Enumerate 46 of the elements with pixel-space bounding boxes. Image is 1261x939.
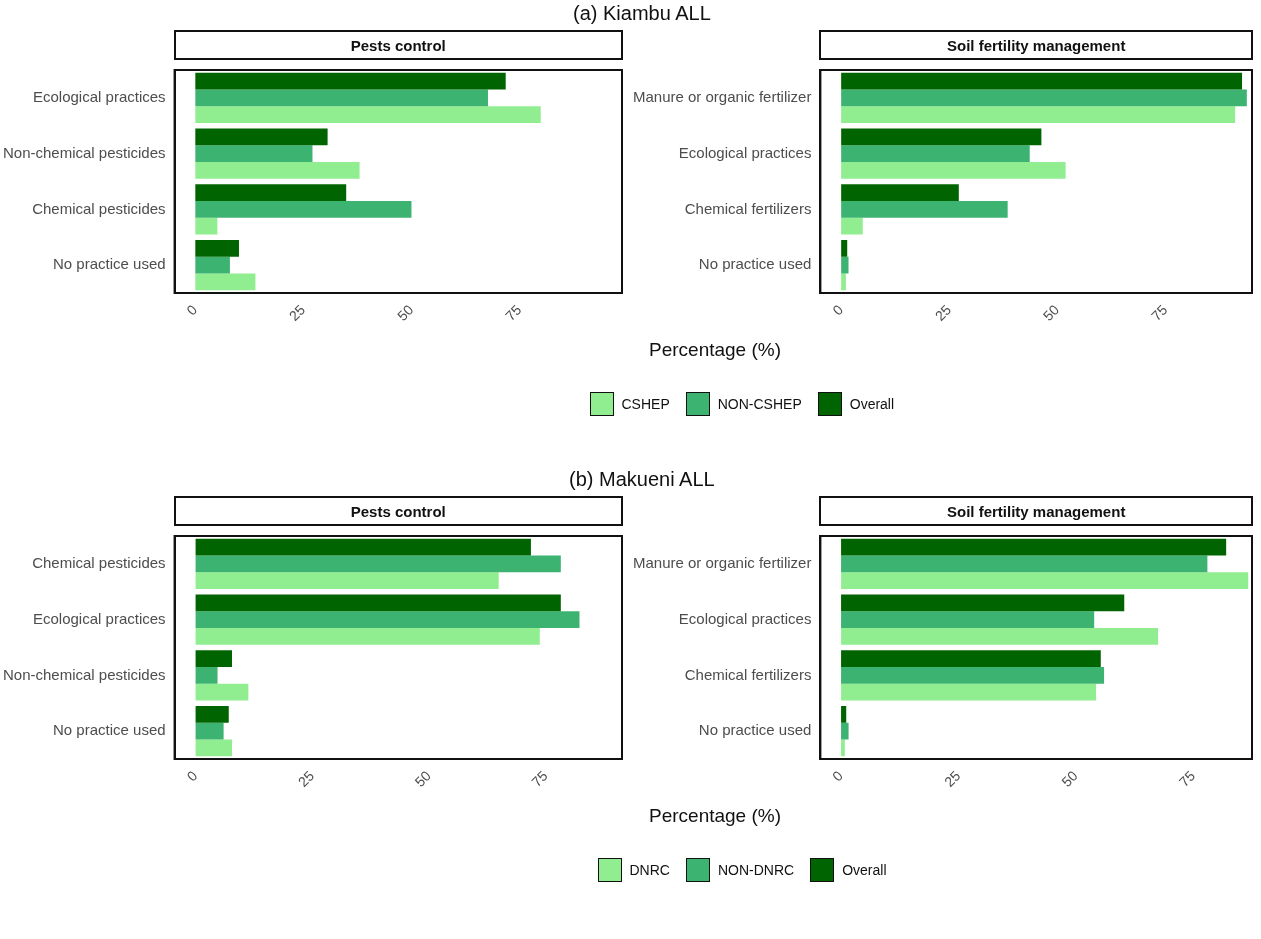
x-tick-label: 75	[528, 767, 551, 790]
x-tick-label: 25	[294, 767, 318, 790]
y-tick-label: Manure or organic fertilizer	[633, 554, 812, 572]
x-tick-label: 0	[183, 767, 201, 785]
y-tick-label: Chemical fertilizers	[684, 199, 812, 217]
chart-subtitle: (a) Kiambu ALL	[573, 1, 711, 26]
y-tick-label: Ecological practices	[678, 143, 812, 161]
x-tick-label: 50	[1039, 301, 1063, 324]
chart-title: Soil fertility management	[819, 496, 1253, 526]
legend-label: CSHEP	[621, 396, 670, 412]
y-tick-label: Chemical pesticides	[32, 554, 166, 572]
y-tick-label: Ecological practices	[678, 609, 812, 627]
y-tick-label: Chemical fertilizers	[684, 665, 812, 683]
x-axis-title: Percentage (%)	[649, 338, 782, 362]
x-tick-label: 25	[931, 301, 955, 324]
y-tick-label: Ecological practices	[33, 88, 166, 106]
x-tick-label: 50	[393, 301, 417, 324]
y-tick-label: Chemical pesticides	[32, 199, 166, 217]
legend-label: Overall	[842, 862, 887, 878]
x-tick-label: 75	[1148, 301, 1171, 324]
y-tick-label: Non-chemical pesticides	[2, 143, 166, 161]
x-tick-label: 75	[1175, 767, 1199, 790]
legend-label: NON-CSHEP	[717, 396, 802, 412]
x-tick-label: 25	[285, 301, 309, 324]
y-tick-label: No practice used	[53, 255, 166, 273]
legend-label: DNRC	[629, 862, 670, 878]
y-tick-label: No practice used	[698, 255, 812, 273]
chart-title: Pests control	[173, 496, 623, 526]
chart-title: Pests control	[173, 30, 623, 60]
legend-label: NON-DNRC	[717, 862, 795, 878]
x-tick-label: 0	[829, 767, 847, 785]
y-tick-label: No practice used	[698, 721, 812, 739]
x-tick-label: 25	[941, 767, 964, 790]
y-tick-label: No practice used	[53, 721, 166, 739]
x-tick-label: 0	[183, 301, 201, 319]
legend-label: Overall	[849, 396, 895, 412]
chart-title: Soil fertility management	[819, 30, 1253, 60]
x-tick-label: 75	[502, 301, 525, 324]
y-tick-label: Ecological practices	[33, 609, 166, 627]
y-tick-label: Manure or organic fertilizer	[633, 88, 812, 106]
chart-subtitle: (b) Makueni ALL	[569, 467, 715, 492]
x-tick-label: 50	[411, 767, 435, 790]
y-tick-label: Non-chemical pesticides	[2, 665, 166, 683]
x-tick-label: 50	[1058, 767, 1081, 790]
x-axis-title: Percentage (%)	[649, 804, 782, 828]
x-tick-label: 0	[829, 301, 847, 319]
